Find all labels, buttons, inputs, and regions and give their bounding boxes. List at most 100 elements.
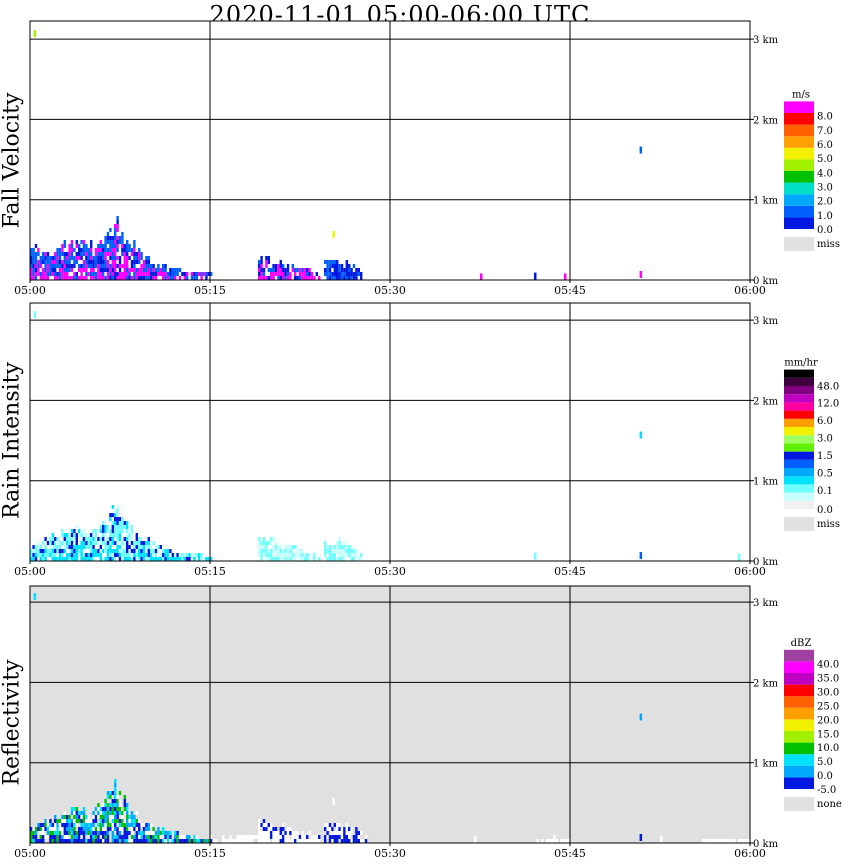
echo-cell — [331, 835, 334, 839]
echo-cell — [328, 545, 332, 549]
echo-cell — [150, 839, 153, 843]
echo-cell — [333, 831, 336, 835]
echo-cell — [82, 839, 86, 843]
echo-cell — [152, 549, 155, 553]
echo-cell — [279, 260, 282, 264]
echo-cell — [301, 835, 304, 839]
echo-cell — [90, 252, 93, 256]
echo-cell — [310, 835, 314, 839]
echo-cell — [277, 545, 280, 549]
echo-cell — [169, 835, 172, 839]
echo-cell — [345, 264, 348, 268]
echo-cell — [80, 264, 83, 268]
colorbar-label: 30.0 — [817, 688, 839, 699]
echo-cell — [267, 549, 270, 553]
echo-cell — [82, 248, 86, 252]
echo-cell — [345, 553, 348, 557]
echo-cell — [140, 557, 143, 561]
echo-cell — [262, 545, 266, 549]
echo-cell — [111, 811, 114, 815]
echo-cell — [176, 831, 179, 835]
echo-cell — [340, 553, 344, 557]
echo-cell — [126, 272, 129, 276]
echo-cell — [42, 252, 45, 256]
echo-cell — [188, 835, 191, 839]
echo-cell — [282, 553, 285, 557]
echo-cell — [121, 264, 124, 268]
echo-cell — [70, 823, 74, 827]
echo-cell — [152, 268, 155, 272]
echo-cell — [296, 553, 299, 557]
echo-cell — [331, 264, 334, 268]
colorbar-swatch — [784, 484, 814, 493]
echo-cell — [63, 537, 66, 541]
echo-cell — [135, 533, 138, 537]
y-tick-label: 2 km — [753, 396, 779, 407]
echo-cell — [272, 272, 275, 276]
echo-cell — [73, 529, 76, 533]
echo-speck — [639, 271, 643, 278]
echo-cell — [99, 839, 102, 843]
echo-cell — [116, 533, 119, 537]
echo-cell — [258, 823, 261, 827]
echo-cell — [126, 811, 129, 815]
echo-cell — [90, 260, 93, 264]
echo-cell — [258, 260, 261, 264]
echo-cell — [328, 553, 332, 557]
echo-cell — [282, 823, 285, 827]
echo-cell — [82, 819, 86, 823]
echo-cell — [30, 260, 33, 264]
echo-cell — [279, 553, 282, 557]
echo-cell — [49, 823, 52, 827]
echo-cell — [274, 272, 278, 276]
echo-cell — [274, 268, 278, 272]
echo-cell — [75, 525, 78, 529]
echo-cell — [152, 264, 155, 268]
echo-cell — [87, 557, 90, 561]
colorbar-label: 3.0 — [817, 434, 833, 445]
echo-cell — [123, 256, 126, 260]
echo-cell — [310, 272, 314, 276]
echo-cell — [200, 553, 203, 557]
echo-cell — [126, 537, 129, 541]
echo-cell — [284, 831, 287, 835]
echo-cell — [73, 256, 76, 260]
echo-cell — [248, 835, 251, 839]
echo-cell — [63, 545, 66, 549]
echo-cell — [90, 248, 93, 252]
echo-cell — [75, 807, 78, 811]
echo-cell — [126, 549, 129, 553]
echo-cell — [99, 272, 102, 276]
echo-cell — [104, 276, 107, 280]
echo-cell — [116, 216, 119, 220]
echo-cell — [63, 827, 66, 831]
echo-cell — [118, 256, 122, 260]
echo-cell — [274, 553, 278, 557]
echo-cell — [34, 557, 38, 561]
echo-cell — [200, 839, 203, 843]
echo-cell — [37, 553, 40, 557]
echo-cell — [109, 553, 112, 557]
echo-cell — [262, 272, 266, 276]
echo-cell — [102, 260, 105, 264]
echo-cell — [142, 268, 146, 272]
echo-cell — [338, 835, 341, 839]
echo-cell — [360, 276, 363, 280]
echo-cell — [44, 537, 47, 541]
echo-cell — [104, 533, 107, 537]
echo-cell — [90, 533, 93, 537]
echo-cell — [109, 228, 112, 232]
echo-cell — [272, 549, 275, 553]
echo-cell — [104, 252, 107, 256]
echo-cell — [183, 839, 186, 843]
echo-cell — [166, 839, 170, 843]
echo-cell — [66, 553, 69, 557]
echo-cell — [42, 256, 45, 260]
echo-cell — [121, 248, 124, 252]
colorbar-label: 8.0 — [817, 112, 833, 123]
echo-cell — [277, 831, 280, 835]
echo-cell — [106, 557, 110, 561]
echo-cell — [236, 835, 239, 839]
colorbar-swatch — [784, 443, 814, 452]
echo-cell — [145, 541, 148, 545]
